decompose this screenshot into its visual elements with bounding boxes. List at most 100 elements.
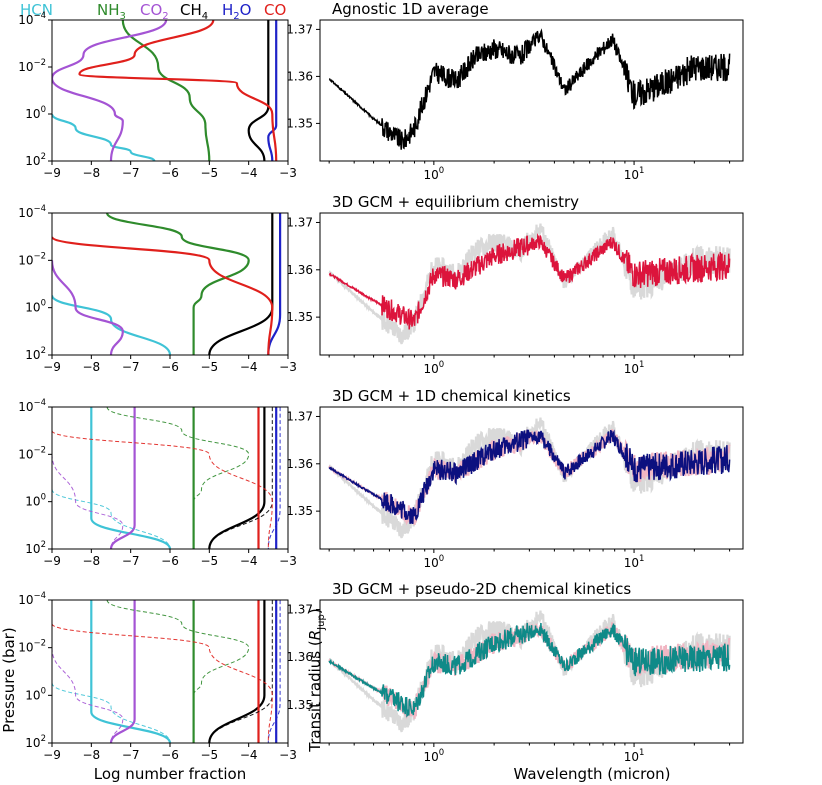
profile-hcn [52, 113, 156, 161]
x-tick-label: −4 [240, 748, 258, 762]
spectrum-frame [319, 212, 744, 356]
x-tick-label: −3 [279, 166, 297, 180]
eq-profile-co2 [52, 647, 124, 743]
y-tick-label: 102 [25, 152, 46, 168]
eq-profile-hcn [52, 489, 171, 549]
eq-profile-co [52, 430, 273, 549]
species-legend: HCN NH3 CO2 CH4 H2O CO [20, 1, 286, 22]
reference-spectrum [328, 223, 731, 345]
right-x-axis-label: Wavelength (micron) [513, 765, 670, 783]
profile-nh3 [106, 213, 250, 355]
y-tick-label: 1.36 [286, 69, 313, 83]
x-tick-label: 101 [624, 166, 645, 182]
abundance-panel-1: −9 −8 −7 −6 −5 −4 −3 10−4 10−2 100 102 [18, 11, 297, 180]
y-tick-label: 100 [25, 686, 46, 702]
legend-co2: CO2 [140, 1, 169, 22]
profile-ch4 [208, 407, 266, 549]
legend-h2o: H2O [222, 1, 251, 22]
y-tick-label: 10−2 [18, 639, 46, 655]
eq-profile-h2o [267, 600, 281, 743]
legend-nh3: NH3 [97, 1, 126, 22]
x-tick-label: −4 [240, 554, 258, 568]
spectrum-panel-1: 1.35 1.36 1.37 100 101 [286, 19, 744, 182]
left-x-axis-label: Log number fraction [94, 765, 247, 783]
spectrum-frame [319, 406, 744, 550]
x-tick-label: −5 [200, 166, 218, 180]
spectrum-line [328, 622, 731, 718]
eq-profile-h2o [267, 407, 281, 549]
x-tick-label: −7 [122, 360, 140, 374]
x-tick-label: −6 [161, 166, 179, 180]
x-tick-label: −8 [82, 166, 100, 180]
y-tick-label: 100 [25, 493, 46, 509]
y-tick-label: 10−4 [18, 591, 46, 607]
y-tick-label: 1.35 [286, 310, 313, 324]
x-tick-label: 100 [423, 166, 444, 182]
x-tick-label: 100 [423, 360, 444, 376]
x-tick-label: −5 [200, 554, 218, 568]
profile-co2 [52, 20, 168, 161]
profile-hcn [90, 407, 172, 549]
x-tick-label: −5 [200, 748, 218, 762]
y-tick-label: 102 [25, 540, 46, 556]
eq-profile-nh3 [106, 407, 250, 549]
x-tick-label: −3 [279, 748, 297, 762]
abundance-frame [51, 599, 289, 744]
y-tick-label: 1.37 [286, 409, 313, 423]
profile-ch4 [247, 20, 270, 161]
profile-co [78, 20, 278, 161]
x-tick-label: −3 [279, 360, 297, 374]
y-tick-label: 1.37 [286, 215, 313, 229]
abundance-frame [51, 212, 289, 356]
x-tick-label: −8 [82, 554, 100, 568]
spectrum-frame [319, 599, 744, 744]
x-tick-label: −3 [279, 554, 297, 568]
x-tick-label: −6 [161, 554, 179, 568]
spectrum-frame [319, 19, 744, 162]
abundance-panel-2: −9 −8 −7 −6 −5 −4 −3 10−4 10−2 100 102 [18, 204, 297, 374]
profile-lines [52, 213, 282, 355]
x-tick-label: −7 [122, 166, 140, 180]
x-tick-label: −8 [82, 360, 100, 374]
y-tick-label: 102 [25, 346, 46, 362]
spectrum-panel-3: 1.35 1.36 1.37 100 101 [286, 406, 744, 570]
x-tick-label: −9 [43, 166, 61, 180]
profile-h2o [267, 213, 282, 355]
x-tick-label: −9 [43, 360, 61, 374]
y-tick-label: 10−4 [18, 11, 46, 27]
profile-hcn [90, 600, 172, 743]
profile-lines [52, 600, 281, 743]
y-tick-label: 1.37 [286, 603, 313, 617]
x-tick-label: 100 [423, 554, 444, 570]
profile-lines [52, 407, 281, 549]
y-tick-label: 1.36 [286, 263, 313, 277]
x-tick-label: −6 [161, 748, 179, 762]
chart-title-4: 3D GCM + pseudo-2D chemical kinetics [332, 580, 631, 598]
x-tick-label: −7 [122, 748, 140, 762]
y-tick-label: 1.36 [286, 457, 313, 471]
chart-title-3: 3D GCM + 1D chemical kinetics [332, 387, 571, 405]
eq-profile-co2 [52, 454, 124, 549]
x-tick-label: −4 [240, 360, 258, 374]
left-y-axis-label: Pressure (bar) [0, 627, 18, 732]
abundance-panel-4: −9 −8 −7 −6 −5 −4 −3 10−4 10−2 100 102 [18, 591, 297, 762]
spectrum-line [328, 429, 731, 524]
x-tick-label: 101 [624, 748, 645, 764]
y-tick-label: 1.37 [286, 22, 313, 36]
profile-co2 [109, 600, 136, 743]
y-tick-label: 1.35 [286, 504, 313, 518]
y-tick-label: 1.36 [286, 650, 313, 664]
right-y-axis-label: Transit radius (RJup) [306, 608, 327, 752]
legend-hcn: HCN [20, 1, 53, 19]
x-tick-label: −4 [240, 166, 258, 180]
abundance-panel-3: −9 −8 −7 −6 −5 −4 −3 10−4 10−2 100 102 [18, 398, 297, 568]
profile-ch4 [208, 600, 266, 743]
y-tick-label: 10−4 [18, 398, 46, 414]
spectrum-panel-2: 1.35 1.36 1.37 100 101 [286, 212, 744, 376]
y-tick-label: 102 [25, 734, 46, 750]
spectrum-line [328, 233, 731, 330]
x-tick-label: −5 [200, 360, 218, 374]
chart-title-2: 3D GCM + equilibrium chemistry [332, 193, 579, 211]
y-tick-label: 1.35 [286, 116, 313, 130]
